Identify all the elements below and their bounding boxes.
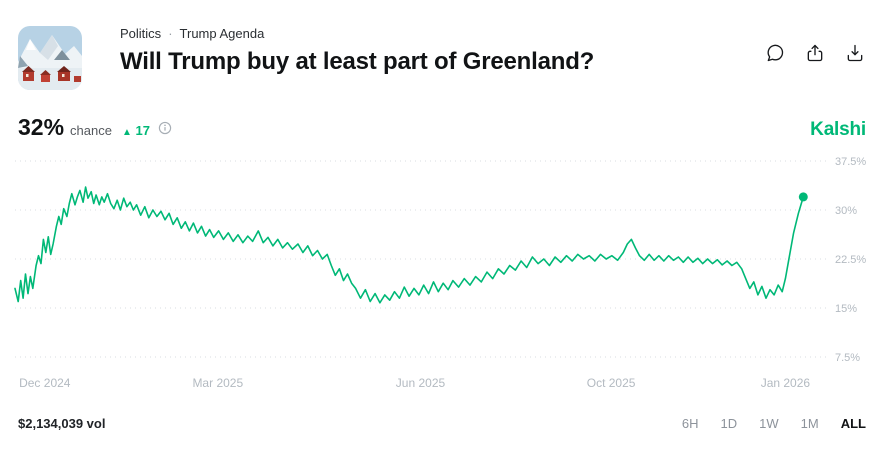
- download-button[interactable]: [844, 42, 866, 64]
- info-icon[interactable]: [158, 121, 172, 135]
- range-1d[interactable]: 1D: [720, 416, 738, 431]
- svg-text:Oct 2025: Oct 2025: [587, 376, 636, 390]
- range-1w[interactable]: 1W: [759, 416, 779, 431]
- greenland-photo: [18, 26, 82, 90]
- range-6h[interactable]: 6H: [681, 416, 699, 431]
- svg-text:37.5%: 37.5%: [835, 156, 866, 168]
- svg-text:Jan 2026: Jan 2026: [761, 376, 811, 390]
- comment-icon: [767, 44, 784, 62]
- breadcrumb: Politics · Trump Agenda: [120, 26, 764, 41]
- breadcrumb-politics[interactable]: Politics: [120, 26, 162, 41]
- download-icon: [847, 44, 863, 62]
- range-selector: 6H 1D 1W 1M ALL: [682, 416, 866, 431]
- breadcrumb-trump-agenda[interactable]: Trump Agenda: [179, 26, 265, 41]
- kalshi-logo: Kalshi: [810, 119, 866, 140]
- svg-text:30%: 30%: [835, 205, 857, 217]
- triangle-up-icon: ▲: [121, 127, 132, 138]
- price-chart-svg[interactable]: 37.5% 30% 22.5% 15% 7.5% Dec 2024 Mar 2025 Jun …: [9, 149, 875, 397]
- chance-label: chance: [70, 123, 112, 138]
- volume-label: $2,134,039 vol: [18, 416, 106, 431]
- price-change-badge: ▲ 17: [122, 123, 150, 138]
- svg-text:15%: 15%: [835, 303, 857, 315]
- svg-text:22.5%: 22.5%: [835, 254, 866, 266]
- header-actions: [764, 42, 866, 64]
- market-thumbnail: [18, 26, 82, 90]
- svg-text:Mar 2025: Mar 2025: [192, 376, 243, 390]
- range-1m[interactable]: 1M: [800, 416, 819, 431]
- range-all[interactable]: ALL: [840, 416, 866, 431]
- share-button[interactable]: [804, 42, 826, 64]
- market-header: Politics · Trump Agenda Will Trump buy a…: [0, 0, 884, 90]
- svg-text:Dec 2024: Dec 2024: [19, 376, 71, 390]
- chart-area: 37.5% 30% 22.5% 15% 7.5% Dec 2024 Mar 2025 Jun …: [0, 149, 884, 402]
- svg-text:Jun 2025: Jun 2025: [396, 376, 446, 390]
- price-change-value: 17: [135, 123, 150, 138]
- share-icon: [807, 44, 823, 62]
- stats-row: 32% chance ▲ 17 Kalshi: [0, 114, 884, 141]
- footer-row: $2,134,039 vol 6H 1D 1W 1M ALL: [0, 402, 884, 431]
- market-title: Will Trump buy at least part of Greenlan…: [120, 48, 595, 75]
- header-text: Politics · Trump Agenda Will Trump buy a…: [120, 26, 764, 76]
- svg-text:7.5%: 7.5%: [835, 352, 860, 364]
- comment-button[interactable]: [764, 42, 786, 64]
- current-price: 32%: [18, 114, 65, 140]
- breadcrumb-separator: ·: [168, 26, 173, 41]
